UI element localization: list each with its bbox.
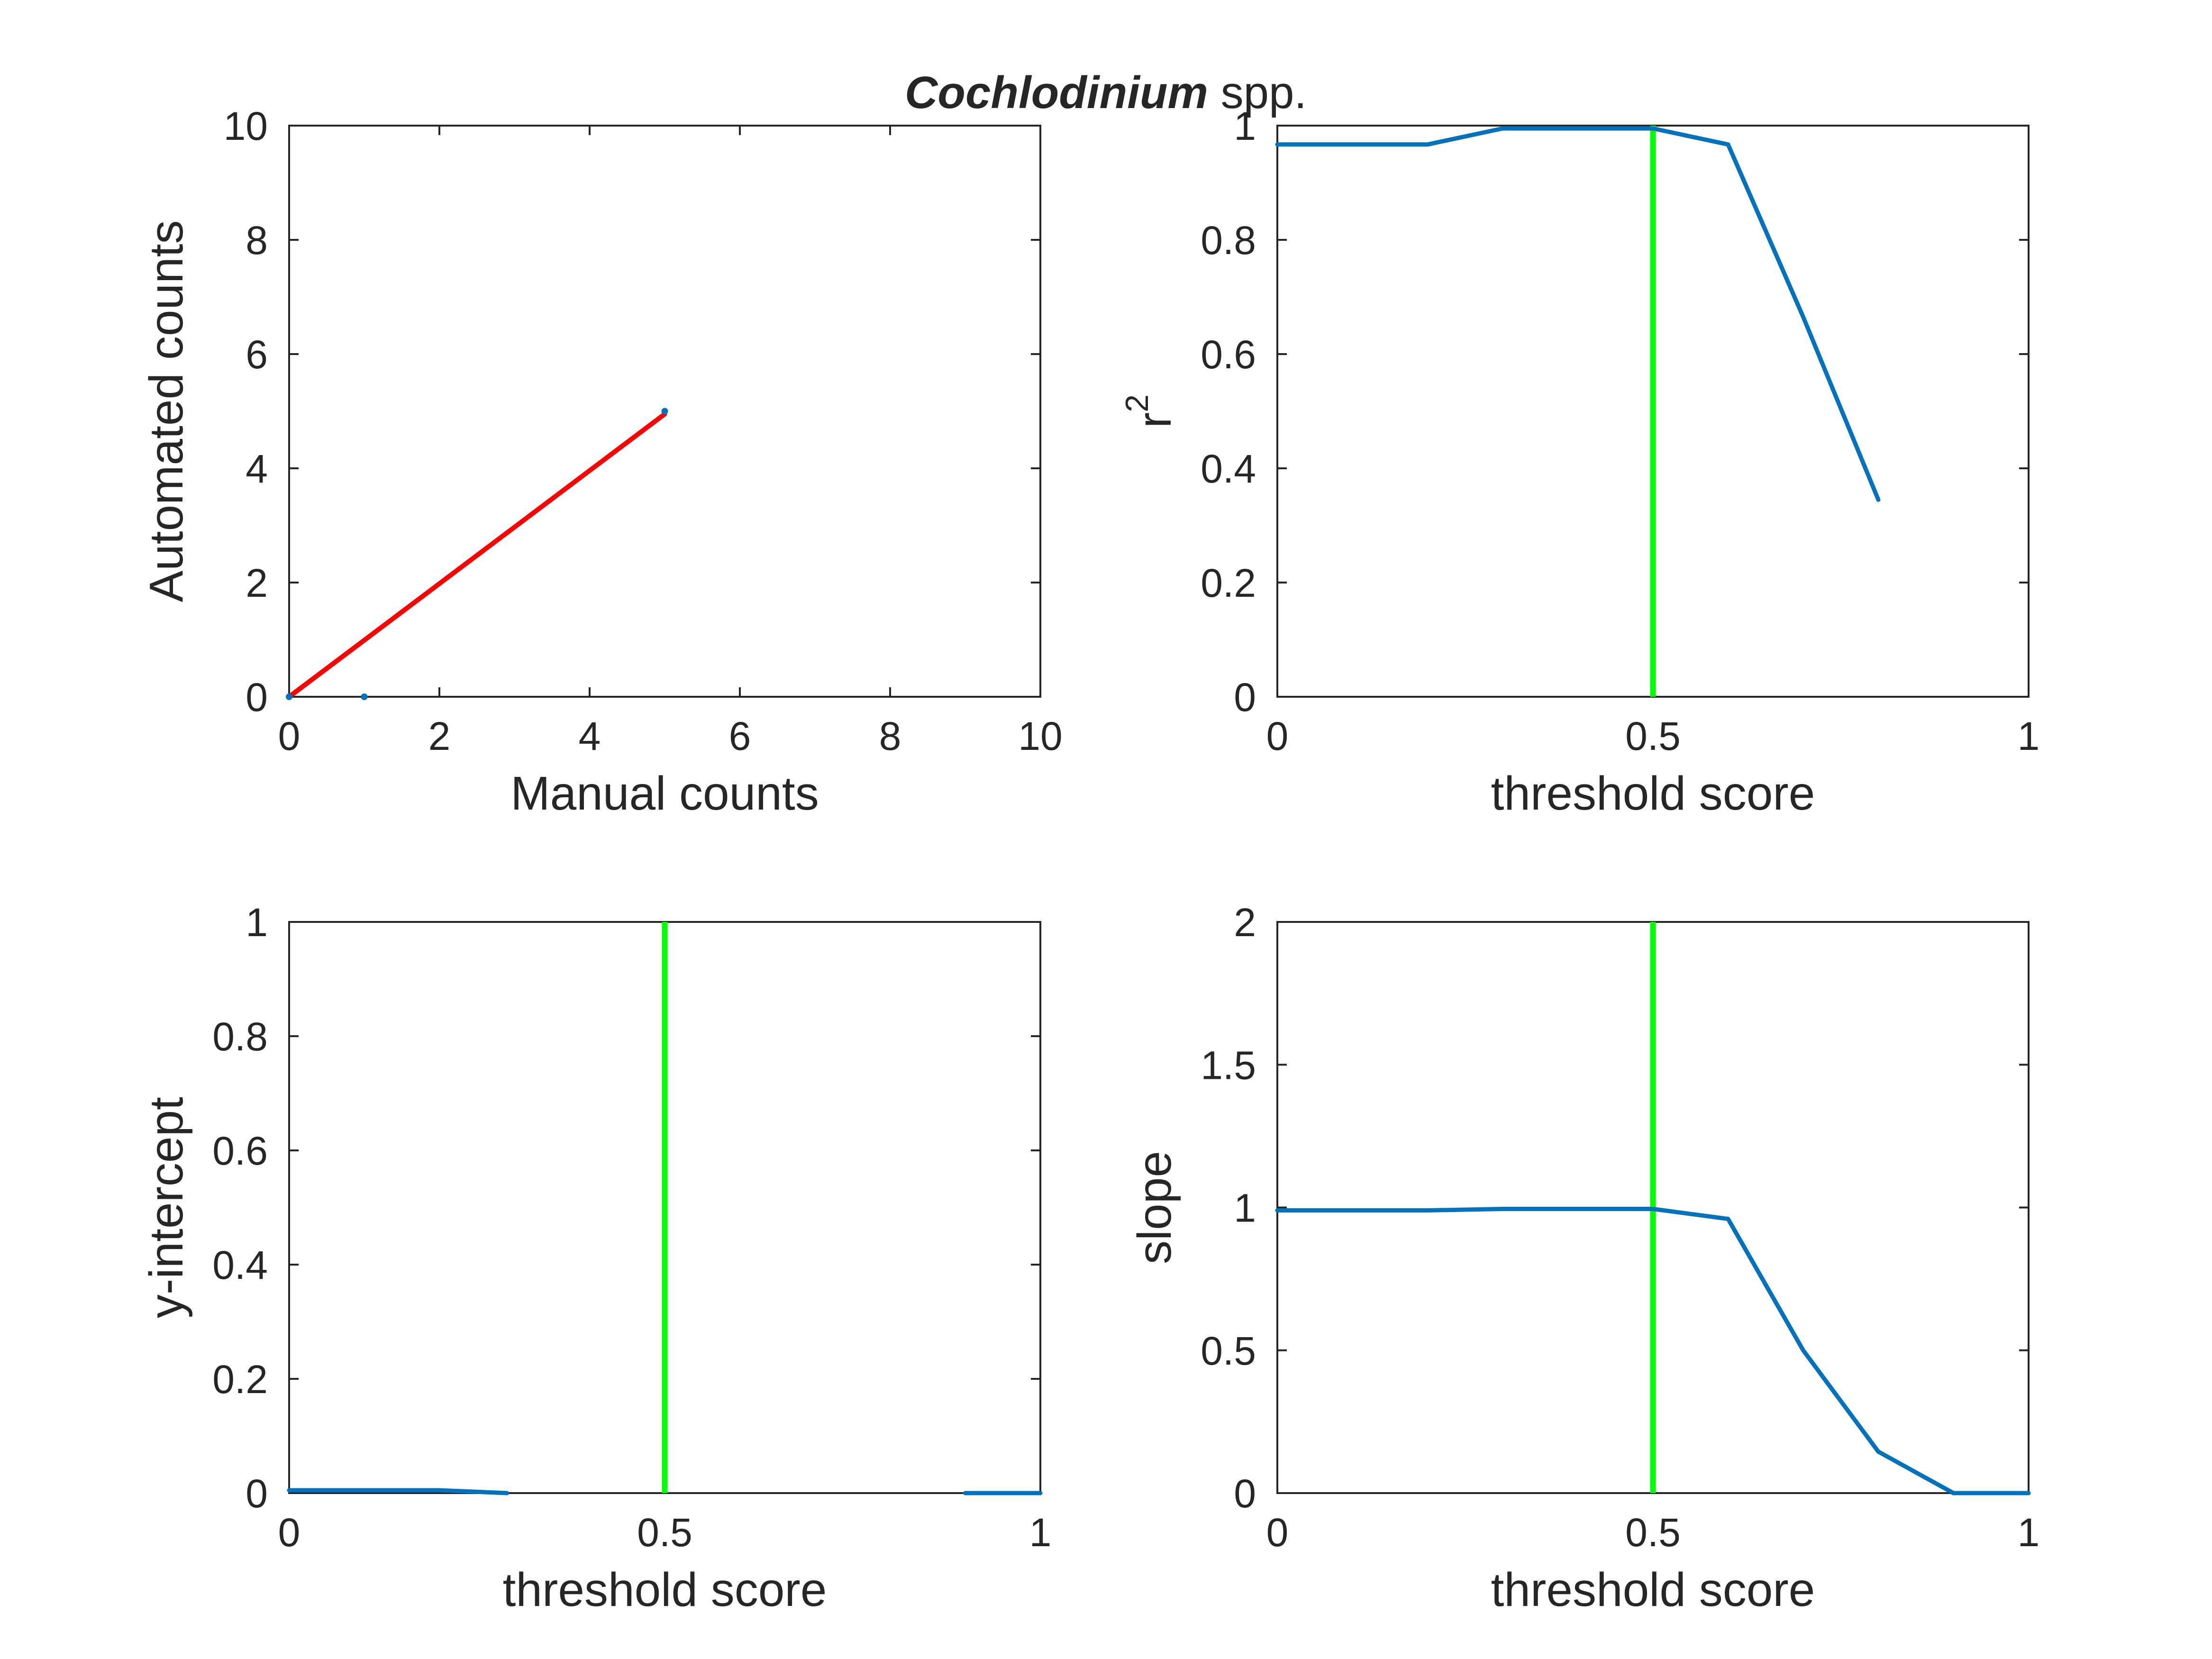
scatter-point (661, 408, 668, 415)
y-tick-label: 0.4 (212, 1243, 268, 1287)
x-tick-label: 0.5 (637, 1510, 692, 1555)
series-line-1 (1275, 126, 1881, 502)
subplot-counts: 0 2 4 6 8 10 0 2 4 6 8 10 Manual counts Automated cou… (140, 104, 1063, 820)
fit-line (287, 411, 667, 699)
subplot-r2: 0 0.5 1 0 0.2 0.4 0.6 0.8 1 threshold score r2 (1119, 104, 2039, 820)
subplot-slope: 0 0.5 1 0 0.5 1 1.5 2 threshold score slope (1128, 900, 2039, 1616)
x-tick-label: 1 (1029, 1510, 1052, 1555)
x-axis-label: Manual counts (510, 767, 819, 820)
x-tick-label: 1 (2018, 1510, 2040, 1555)
x-axis-label: threshold score (1491, 1563, 1815, 1616)
y-tick-label: 2 (1234, 900, 1256, 945)
figure-title: Cochlodinium spp. (905, 67, 1307, 118)
y-tick-label: 0.2 (1201, 561, 1256, 605)
y-tick-label: 2 (246, 561, 268, 605)
y-axis-label: y-intercept (140, 1097, 193, 1318)
y-tick-label: 0.5 (1201, 1329, 1256, 1373)
x-tick-label: 0 (278, 1510, 300, 1555)
x-tick-label: 8 (879, 714, 901, 758)
y-axis-label: Automated counts (140, 220, 193, 602)
y-tick-label: 0.8 (212, 1014, 268, 1059)
scatter-point (286, 693, 292, 700)
x-tick-label: 0.5 (1625, 1510, 1681, 1555)
series-line-1 (1275, 1207, 2031, 1495)
x-tick-label: 0.5 (1625, 714, 1681, 758)
y-tick-label: 6 (246, 332, 268, 377)
y-tick-label: 0.6 (1201, 332, 1256, 377)
y-tick-label: 4 (246, 447, 268, 491)
x-tick-label: 0 (278, 714, 300, 758)
y-tick-label: 0.8 (1201, 218, 1256, 263)
axes-frame-counts (288, 125, 1041, 698)
y-tick-label: 0 (246, 1471, 268, 1516)
figure-title-emphasis: Cochlodinium (905, 67, 1208, 118)
y-tick-label: 0 (246, 675, 268, 720)
x-tick-label: 0 (1266, 714, 1289, 758)
y-tick-label: 1 (246, 900, 268, 945)
x-tick-label: 6 (729, 714, 751, 758)
x-axis-label: threshold score (1491, 767, 1815, 820)
y-axis-label-superscript: 2 (1119, 394, 1155, 412)
y-tick-label: 0.2 (212, 1357, 268, 1402)
y-axis-label: r2 (1119, 394, 1181, 428)
figure-title-rest: spp. (1208, 67, 1307, 118)
x-tick-label: 2 (428, 714, 451, 758)
x-tick-label: 1 (2018, 714, 2040, 758)
y-axis-label-text: slope (1128, 1151, 1181, 1264)
scatter-point (361, 693, 368, 700)
x-tick-label: 4 (579, 714, 601, 758)
x-tick-label: 10 (1018, 714, 1062, 758)
y-axis-label-text: Automated counts (140, 220, 193, 602)
y-axis-label-text: y-intercept (140, 1097, 193, 1318)
y-tick-label: 0.6 (212, 1129, 268, 1173)
y-tick-label: 0 (1234, 675, 1256, 720)
y-axis-label: slope (1128, 1151, 1181, 1264)
y-tick-label: 1 (1234, 104, 1256, 148)
y-tick-label: 8 (246, 218, 268, 263)
y-axis-label-text: r (1128, 412, 1181, 428)
y-tick-label: 1 (1234, 1186, 1256, 1231)
y-tick-label: 0 (1234, 1471, 1256, 1516)
subplot-intercept: 0 0.5 1 0 0.2 0.4 0.6 0.8 1 threshold score y-inte… (140, 900, 1051, 1616)
x-tick-label: 0 (1266, 1510, 1289, 1555)
y-tick-label: 10 (224, 104, 268, 148)
series-line-1 (287, 1488, 510, 1495)
y-tick-label: 0.4 (1201, 447, 1256, 491)
x-axis-label: threshold score (503, 1563, 827, 1616)
y-tick-label: 1.5 (1201, 1043, 1256, 1087)
